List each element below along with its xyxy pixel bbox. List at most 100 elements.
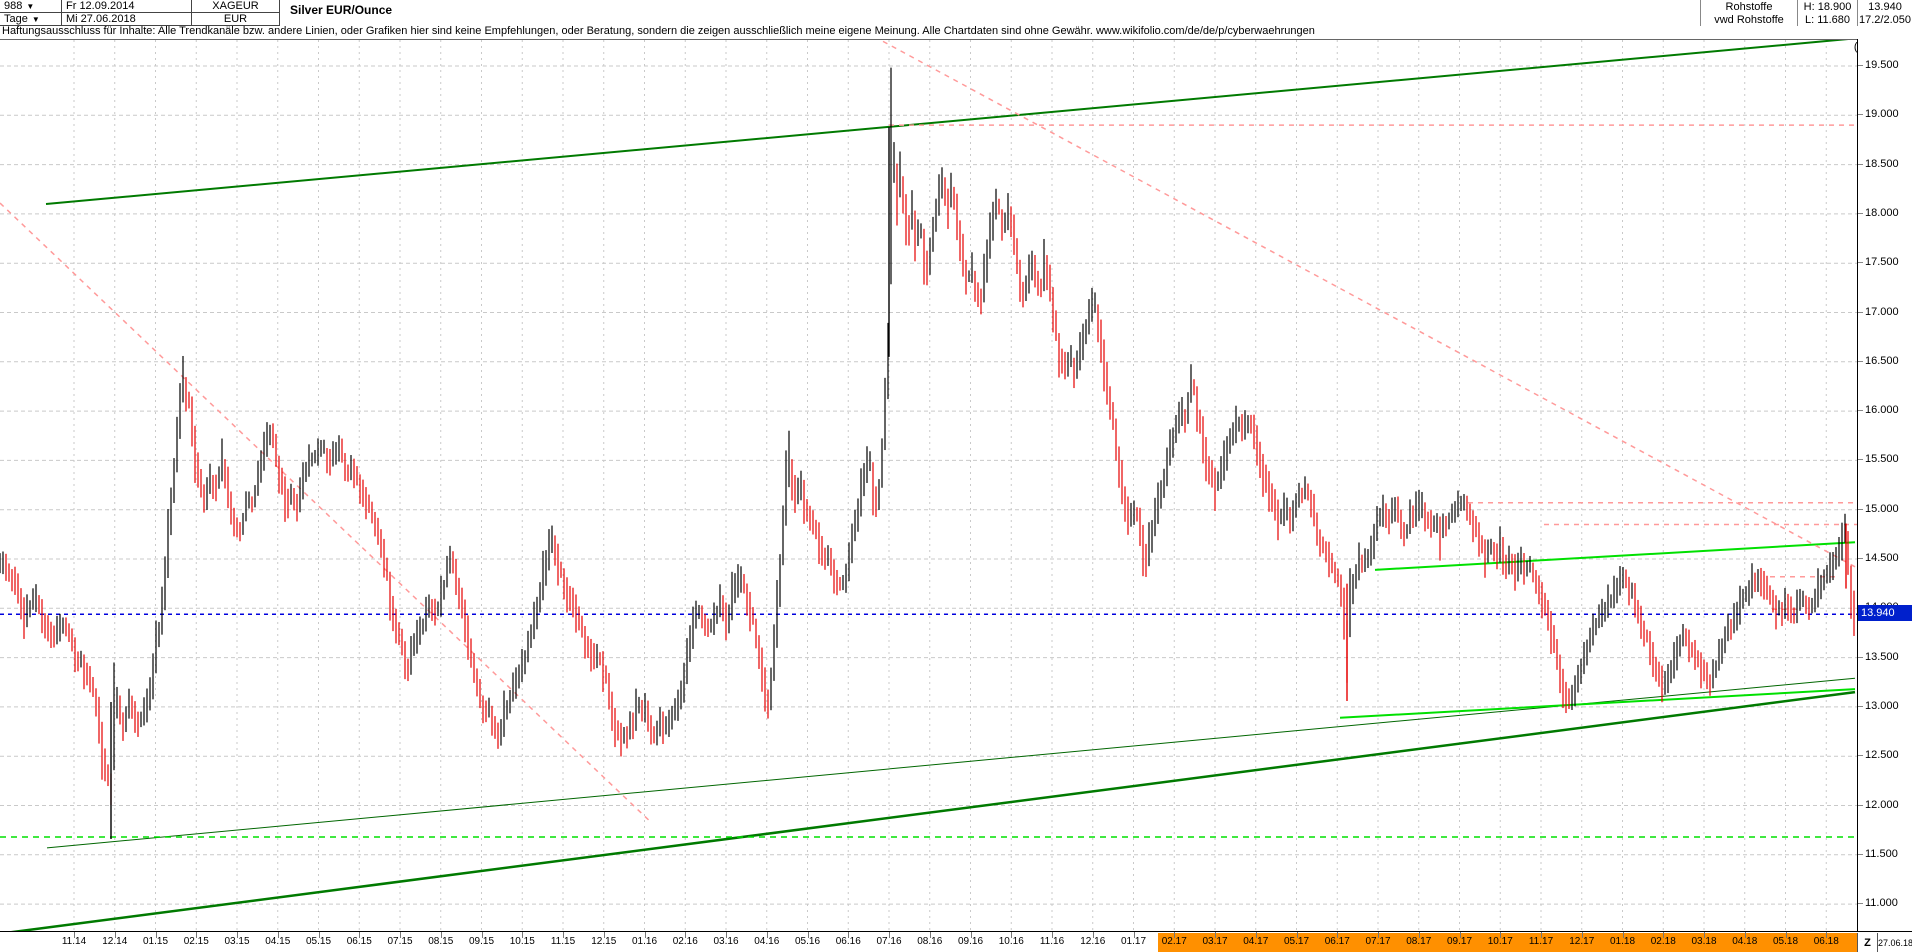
price-axis-tick: [1858, 804, 1863, 806]
time-axis-label: 03.16: [713, 936, 739, 947]
price-axis-tick: [1858, 360, 1863, 362]
price-chart-canvas[interactable]: [0, 37, 1858, 935]
currency-code: EUR: [192, 13, 280, 26]
time-axis-tick: [277, 932, 279, 938]
price-axis-tick: [1858, 262, 1863, 264]
current-price-badge: 13.940: [1858, 605, 1912, 622]
info-source: vwd Rohstoffe: [1700, 13, 1797, 26]
time-axis-tick: [114, 932, 116, 938]
instrument-title: Silver EUR/Ounce: [286, 0, 886, 20]
time-axis-tick: [359, 932, 361, 938]
time-axis-label: 03.18: [1691, 936, 1717, 947]
price-axis-tick: [1858, 755, 1863, 757]
time-axis-label: 11.15: [550, 936, 576, 947]
axis-corner: Z 27.06.18: [1857, 931, 1912, 952]
price-axis-tick: [1858, 459, 1863, 461]
time-axis-label: 01.17: [1120, 936, 1147, 947]
time-axis-tick: [848, 932, 850, 938]
price-axis-tick: [1858, 853, 1863, 855]
time-axis-tick: [644, 932, 646, 938]
time-axis-tick: [196, 932, 198, 938]
price-series: [0, 67, 1855, 806]
chart-area: [0, 37, 1858, 935]
time-axis-tick: [1092, 932, 1094, 938]
price-axis[interactable]: 19.500 19.000 18.500 18.000 17.500 17.000 16.5…: [1857, 39, 1912, 931]
info-stats: 17.2/2.050: [1857, 13, 1912, 26]
time-axis-tick: [1581, 932, 1583, 938]
time-axis-tick: [481, 932, 483, 938]
time-axis-label: 12.15: [591, 936, 617, 947]
period-count-dropdown[interactable]: 988 ▼: [0, 0, 62, 13]
end-date-field[interactable]: Mi 27.06.2018: [62, 13, 192, 26]
price-axis-label: 18.000: [1865, 206, 1899, 219]
time-axis-tick: [1255, 932, 1257, 938]
time-axis-label: 06.16: [835, 936, 861, 947]
time-axis[interactable]: 11.14 12.14 01.15 02.15 03.15 04.15 05.15 06.15…: [0, 931, 1857, 952]
time-axis-label: 11.14: [61, 936, 87, 947]
time-axis-tick: [1174, 932, 1176, 938]
chart-header: 988 ▼ Tage ▼ Fr 12.09.2014 Mi 27.06.2018…: [0, 0, 1912, 26]
time-axis-tick: [1215, 932, 1216, 938]
zoom-reset-button[interactable]: Z: [1857, 933, 1878, 952]
time-axis-label: 12.17: [1569, 936, 1595, 947]
time-axis-tick: [1826, 932, 1828, 938]
time-axis-tick: [522, 932, 524, 938]
time-axis-label: 10.16: [998, 936, 1024, 947]
time-axis-tick: [400, 932, 401, 938]
price-axis-label: 15.500: [1865, 453, 1899, 466]
price-axis-tick: [1858, 410, 1863, 412]
time-axis-tick: [1337, 932, 1339, 938]
time-axis-tick: [440, 932, 442, 938]
time-axis-label: 05.17: [1283, 936, 1310, 947]
time-axis-tick: [563, 932, 564, 938]
time-axis-tick: [1296, 932, 1298, 938]
time-axis-label: 04.18: [1732, 936, 1758, 947]
time-axis-tick: [685, 932, 687, 938]
disclaimer-text: Haftungsausschluss für Inhalte: Alle Tre…: [2, 25, 1315, 37]
time-axis-label: 04.16: [754, 936, 780, 947]
price-axis-tick: [1858, 656, 1863, 658]
time-axis-tick: [889, 932, 890, 938]
chevron-down-icon: ▼: [31, 14, 40, 24]
time-axis-label: 08.17: [1406, 936, 1432, 947]
time-axis-label: 01.16: [631, 936, 658, 947]
price-axis-label: 19.500: [1865, 59, 1899, 71]
info-last-price: 13.940: [1857, 0, 1912, 13]
time-axis-label: 01.18: [1609, 936, 1636, 947]
chevron-down-icon: ▼: [26, 1, 35, 11]
time-axis-tick: [318, 932, 320, 938]
time-axis-label: 11.17: [1528, 936, 1554, 947]
period-count-value: 988: [4, 0, 23, 12]
time-axis-tick: [1663, 932, 1665, 938]
time-axis-tick: [929, 932, 931, 938]
time-axis-label: 06.18: [1813, 936, 1839, 947]
time-axis-label: 07.16: [876, 936, 902, 947]
period-unit-dropdown[interactable]: Tage ▼: [0, 13, 62, 26]
time-axis-label: 11.16: [1039, 936, 1065, 947]
time-axis-tick: [766, 932, 768, 938]
time-axis-tick: [1541, 932, 1542, 938]
price-axis-label: 18.500: [1865, 157, 1899, 170]
time-axis-label: 02.17: [1161, 936, 1187, 947]
price-axis-label: 16.500: [1865, 354, 1899, 367]
time-axis-label: 02.15: [183, 936, 209, 947]
price-axis-label: 17.000: [1865, 305, 1899, 318]
start-date-field[interactable]: Fr 12.09.2014: [62, 0, 192, 13]
time-axis-label: 07.17: [1365, 936, 1391, 947]
time-axis-tick: [1133, 932, 1135, 938]
time-axis-tick: [1622, 932, 1624, 938]
time-axis-label: 03.15: [224, 936, 250, 947]
time-axis-label: 09.16: [957, 936, 984, 947]
price-axis-label: 13.000: [1865, 699, 1899, 712]
time-axis-tick: [1011, 932, 1013, 938]
time-axis-label: 10.15: [509, 936, 535, 947]
time-axis-label: 06.15: [346, 936, 372, 947]
price-axis-label: 15.000: [1865, 502, 1899, 515]
time-axis-tick: [155, 932, 157, 938]
time-axis-tick: [1418, 932, 1420, 938]
time-axis-label: 06.17: [1324, 936, 1350, 947]
time-axis-tick: [237, 932, 238, 938]
time-axis-label: 10.17: [1487, 936, 1513, 947]
time-axis-label: 02.18: [1650, 936, 1676, 947]
